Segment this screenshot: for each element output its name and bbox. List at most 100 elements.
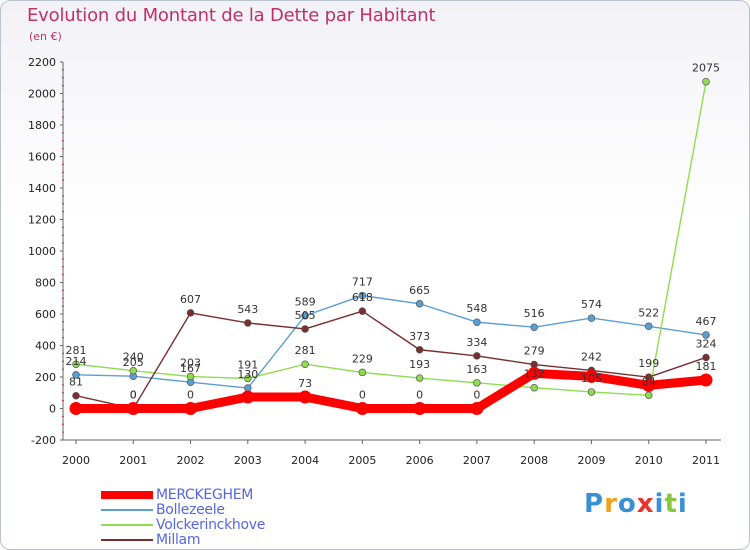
y-tick-label: 1200 bbox=[28, 214, 56, 227]
data-point-volckerinckhove bbox=[644, 391, 653, 400]
y-tick-label: 800 bbox=[35, 277, 56, 290]
data-point-merckeghem bbox=[699, 373, 713, 387]
data-point-bollezeele bbox=[415, 300, 424, 308]
data-point-merckeghem bbox=[298, 390, 312, 404]
data-label-bollezeele: 522 bbox=[638, 306, 659, 319]
data-point-merckeghem bbox=[69, 402, 83, 415]
x-tick-label: 2009 bbox=[577, 454, 605, 467]
data-point-bollezeele bbox=[244, 384, 252, 392]
data-label-bollezeele: 548 bbox=[466, 302, 487, 315]
y-tick-label: 1000 bbox=[28, 245, 56, 258]
y-tick-label: 1800 bbox=[28, 119, 56, 132]
legend-item: Millam bbox=[101, 531, 265, 548]
data-label-merckeghem: 0 bbox=[187, 389, 194, 402]
data-label-millam: 373 bbox=[409, 330, 430, 343]
data-point-millam bbox=[301, 325, 309, 333]
logo-letter: t bbox=[664, 489, 678, 519]
x-tick-label: 2010 bbox=[635, 454, 663, 467]
series-line-millam bbox=[75, 310, 707, 410]
data-point-volckerinckhove bbox=[301, 360, 309, 368]
legend-item: Volckerinckhove bbox=[101, 516, 266, 533]
data-point-bollezeele bbox=[473, 318, 481, 326]
logo-letter: o bbox=[617, 489, 637, 519]
logo-letter: i bbox=[654, 489, 665, 519]
data-point-volckerinckhove bbox=[244, 374, 252, 383]
data-point-merckeghem bbox=[642, 378, 656, 392]
data-label-millam: 607 bbox=[180, 293, 201, 306]
data-label-millam: 334 bbox=[466, 336, 487, 349]
legend: MERCKEGHEM Bollezeele Volckerinckhove Milla… bbox=[101, 487, 266, 548]
data-label-bollezeele: 167 bbox=[180, 362, 201, 375]
data-label-bollezeele: 205 bbox=[123, 356, 144, 369]
data-point-volckerinckhove bbox=[358, 368, 367, 377]
x-tick-label: 2002 bbox=[177, 454, 205, 467]
y-tick-label: 2200 bbox=[28, 56, 56, 69]
data-label-bollezeele: 589 bbox=[295, 296, 316, 309]
logo-letter: x bbox=[636, 489, 655, 519]
legend-swatch bbox=[101, 523, 153, 526]
data-label-millam: 0 bbox=[130, 389, 137, 402]
x-tick-label: 2000 bbox=[62, 454, 90, 467]
data-point-merckeghem bbox=[184, 402, 198, 415]
y-tick-label: 0 bbox=[49, 403, 56, 416]
data-label-merckeghem: 0 bbox=[359, 389, 366, 402]
x-tick-label: 2007 bbox=[463, 454, 491, 467]
data-label-bollezeele: 467 bbox=[696, 315, 717, 328]
data-label-bollezeele: 214 bbox=[66, 355, 87, 368]
data-label-millam: 324 bbox=[696, 337, 717, 350]
data-point-merckeghem bbox=[126, 402, 140, 415]
data-label-bollezeele: 516 bbox=[524, 307, 545, 320]
data-label-bollezeele: 574 bbox=[581, 298, 602, 311]
data-label-volckerinckhove: 163 bbox=[466, 363, 487, 376]
data-label-bollezeele: 717 bbox=[352, 276, 373, 289]
data-label-merckeghem: 0 bbox=[416, 389, 423, 402]
data-label-millam: 199 bbox=[638, 357, 659, 370]
series-line-merckeghem bbox=[71, 368, 711, 413]
data-label-volckerinckhove: 281 bbox=[66, 344, 87, 357]
data-point-millam bbox=[415, 346, 424, 354]
x-tick-label: 2005 bbox=[348, 454, 376, 467]
data-label-merckeghem: 0 bbox=[130, 389, 137, 402]
y-tick-label: 400 bbox=[35, 340, 56, 353]
data-point-bollezeele bbox=[530, 323, 538, 331]
data-label-volckerinckhove: 132 bbox=[524, 368, 545, 381]
data-point-merckeghem bbox=[527, 366, 541, 380]
x-tick-label: 2011 bbox=[692, 454, 720, 467]
data-label-millam: 505 bbox=[295, 309, 316, 322]
data-label-bollezeele: 665 bbox=[409, 284, 430, 297]
data-label-volckerinckhove: 2075 bbox=[692, 62, 720, 75]
series-line-volckerinckhove bbox=[75, 80, 707, 396]
legend-item: Bollezeele bbox=[101, 502, 265, 518]
x-tick-label: 2004 bbox=[291, 454, 319, 467]
data-label-millam: 81 bbox=[69, 376, 83, 389]
series-line-bollezeele bbox=[75, 294, 707, 389]
data-label-millam: 543 bbox=[237, 303, 258, 316]
legend-item: MERCKEGHEM bbox=[101, 487, 265, 503]
data-point-merckeghem bbox=[355, 402, 369, 415]
legend-swatch bbox=[101, 508, 153, 511]
legend-swatch bbox=[101, 538, 153, 541]
data-label-millam: 279 bbox=[524, 345, 545, 358]
proxiti-logo: Proxiti bbox=[584, 489, 688, 519]
data-point-volckerinckhove bbox=[415, 374, 424, 382]
data-label-bollezeele: 130 bbox=[237, 368, 258, 381]
data-label-merckeghem: 73 bbox=[298, 377, 312, 390]
data-point-bollezeele bbox=[358, 291, 367, 300]
data-label-volckerinckhove: 193 bbox=[409, 358, 430, 371]
legend-label: Millam bbox=[156, 531, 201, 548]
y-tick-label: 1600 bbox=[28, 151, 56, 164]
data-label-millam: 242 bbox=[581, 350, 602, 363]
data-label-volckerinckhove: 240 bbox=[123, 351, 144, 364]
data-point-volckerinckhove bbox=[72, 360, 80, 368]
data-label-volckerinckhove: 84 bbox=[642, 375, 656, 388]
data-label-volckerinckhove: 281 bbox=[295, 344, 316, 357]
data-point-volckerinckhove bbox=[473, 379, 481, 387]
legend-label: Volckerinckhove bbox=[156, 516, 266, 533]
data-point-volckerinckhove bbox=[129, 366, 138, 375]
y-tick-label: 200 bbox=[35, 371, 56, 384]
data-point-bollezeele bbox=[301, 311, 309, 320]
data-label-merckeghem: 0 bbox=[473, 389, 480, 402]
data-point-bollezeele bbox=[702, 331, 710, 339]
data-point-millam bbox=[72, 391, 80, 400]
